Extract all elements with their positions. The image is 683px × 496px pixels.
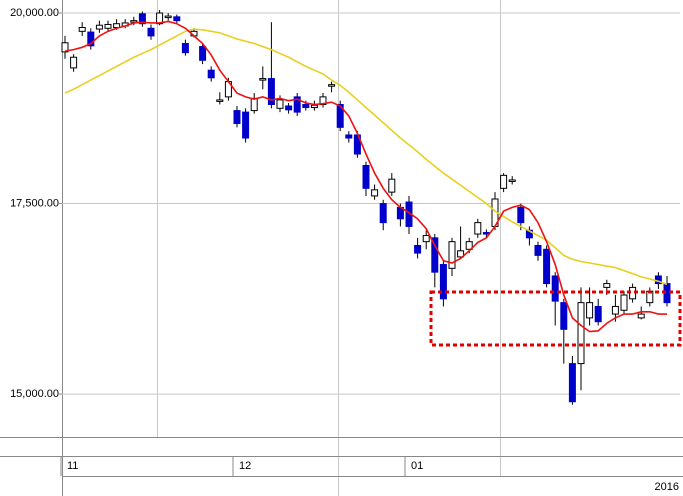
candle-body — [242, 111, 250, 139]
candle-body — [78, 27, 86, 32]
candle-body — [250, 97, 258, 112]
candle-body — [164, 15, 172, 19]
candle-body — [181, 43, 189, 54]
candle-body — [577, 302, 585, 365]
candle-body — [637, 313, 645, 319]
candle-body — [276, 99, 284, 109]
candle-body — [130, 20, 138, 23]
candle-body — [551, 275, 559, 302]
candle-body — [345, 134, 353, 139]
candle-body — [233, 110, 241, 125]
candle-body — [388, 178, 396, 193]
candle-body — [259, 78, 267, 81]
candle-body — [310, 104, 318, 109]
candle-body — [371, 189, 379, 197]
vertical-grid — [157, 0, 501, 496]
candle-body — [422, 235, 430, 243]
year-label: 2016 — [655, 481, 679, 493]
candle-body — [147, 27, 155, 37]
candle-body — [199, 46, 207, 61]
candle-body — [61, 42, 69, 53]
candle-body — [560, 302, 568, 330]
y-tick-label: 17,500.00 — [10, 197, 59, 209]
candle-body — [138, 13, 146, 25]
candle-body — [517, 206, 525, 224]
candle-body — [474, 222, 482, 235]
candle-body — [207, 69, 215, 79]
candle-body — [95, 24, 103, 30]
candle-body — [568, 363, 576, 403]
candle-body — [534, 244, 542, 256]
candle-body — [594, 305, 602, 323]
candle-body — [362, 164, 370, 189]
candle-body — [302, 103, 310, 109]
candle-body — [216, 99, 224, 102]
moving-average-line — [64, 28, 668, 286]
candle-body — [336, 103, 344, 128]
x-tick-label: 01 — [411, 460, 423, 472]
candle-body — [293, 96, 301, 113]
candle-body — [543, 248, 551, 285]
candle-body — [465, 241, 473, 250]
candle-body — [586, 302, 594, 319]
candle-body — [620, 294, 628, 311]
y-tick-label: 15,000.00 — [10, 388, 59, 400]
x-tick-label: 11 — [67, 460, 78, 472]
candle-body — [267, 78, 275, 105]
candle-body — [611, 305, 619, 315]
candle-body — [87, 31, 95, 47]
candle-body — [328, 84, 336, 87]
candle-body — [500, 174, 508, 189]
candle-body — [431, 237, 439, 273]
highlight-box — [429, 290, 682, 347]
candle-body — [70, 56, 78, 69]
candle-body — [448, 241, 456, 269]
candle-body — [285, 105, 293, 111]
candle-body — [457, 250, 465, 258]
candle-body — [104, 23, 112, 29]
candle-body — [508, 179, 516, 182]
candle-body — [603, 283, 611, 288]
x-tick-label: 12 — [239, 460, 251, 472]
moving-average-line — [64, 20, 667, 333]
candle-body — [414, 244, 422, 254]
candle-body — [379, 203, 387, 224]
candle-body — [173, 16, 181, 22]
candle-body — [439, 264, 447, 300]
y-tick-label: 20,000.00 — [10, 7, 59, 19]
